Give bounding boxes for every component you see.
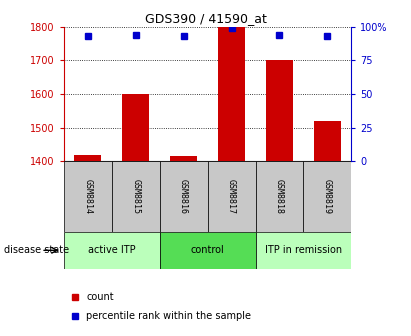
Text: active ITP: active ITP <box>88 245 136 255</box>
Bar <box>122 94 149 161</box>
Bar <box>159 161 208 232</box>
Text: GSM8815: GSM8815 <box>131 179 140 214</box>
Text: disease state: disease state <box>4 245 69 255</box>
Bar <box>171 156 197 161</box>
Bar <box>159 232 256 269</box>
Text: GSM8814: GSM8814 <box>83 179 92 214</box>
Bar <box>74 155 101 161</box>
Text: ITP in remission: ITP in remission <box>265 245 342 255</box>
Bar <box>314 121 341 161</box>
Bar <box>303 161 351 232</box>
Text: GSM8817: GSM8817 <box>227 179 236 214</box>
Text: GSM8816: GSM8816 <box>179 179 188 214</box>
Text: GSM8818: GSM8818 <box>275 179 284 214</box>
Bar <box>112 161 159 232</box>
Bar <box>64 232 159 269</box>
Text: percentile rank within the sample: percentile rank within the sample <box>86 311 251 321</box>
Text: GSM8819: GSM8819 <box>323 179 332 214</box>
Text: count: count <box>86 292 114 302</box>
Bar <box>266 60 293 161</box>
Bar <box>256 232 351 269</box>
Bar <box>218 27 245 161</box>
Bar <box>208 161 256 232</box>
Bar <box>256 161 303 232</box>
Text: GDS390 / 41590_at: GDS390 / 41590_at <box>145 12 266 25</box>
Text: control: control <box>191 245 224 255</box>
Bar <box>64 161 112 232</box>
